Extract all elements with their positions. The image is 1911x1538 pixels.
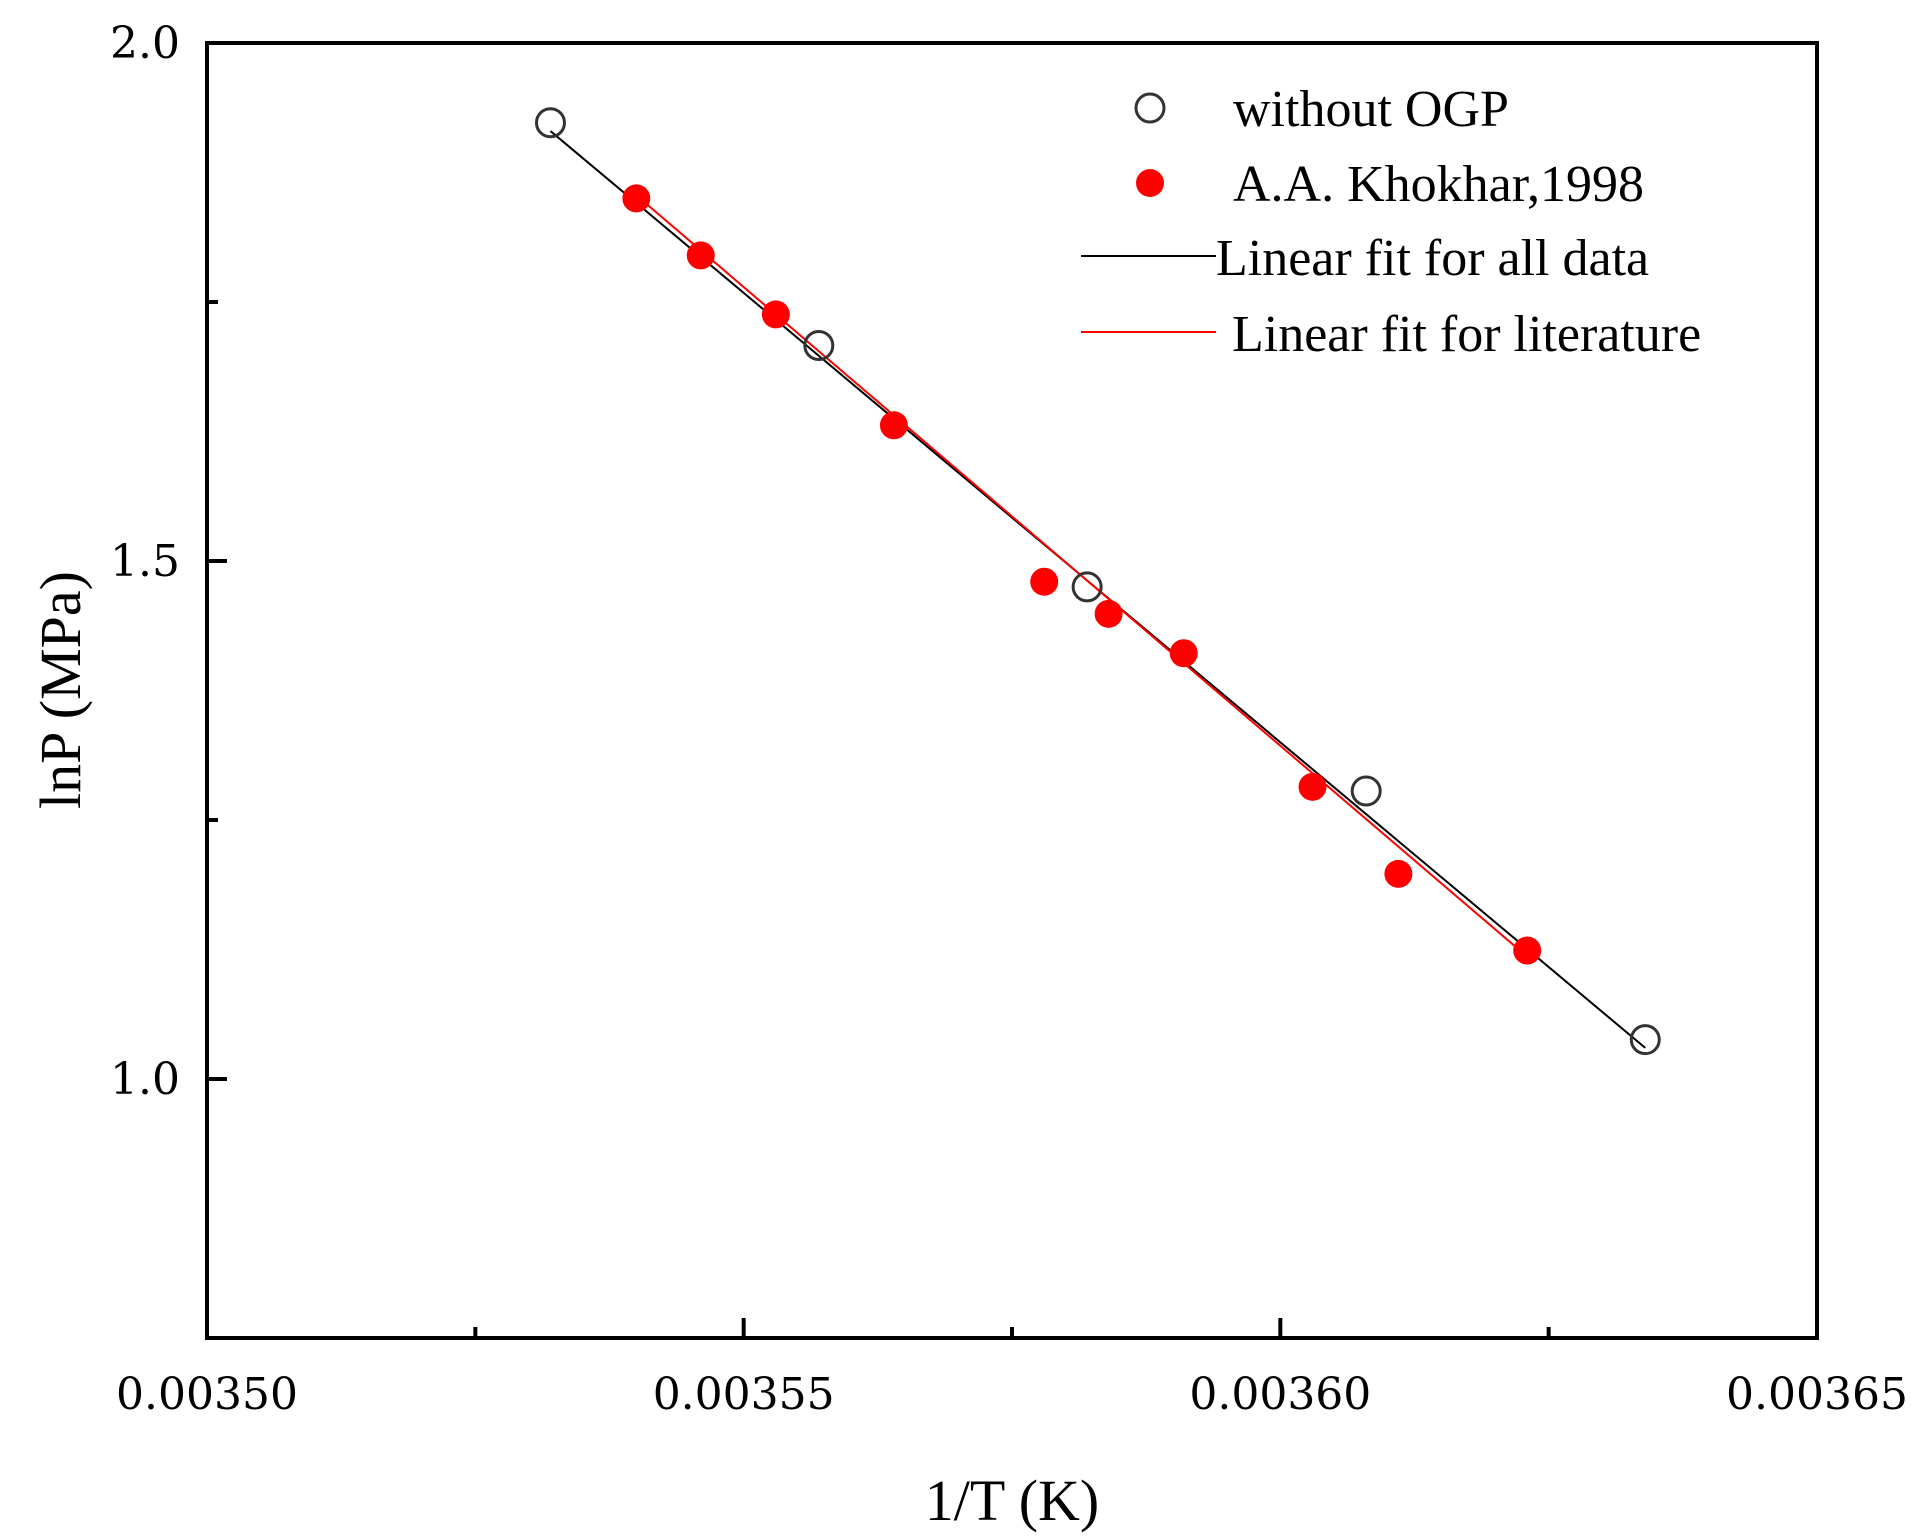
- point-khokhar-1998: [1298, 772, 1327, 801]
- y-tick-label: 1.5: [110, 536, 180, 587]
- point-without-ogp: [1071, 571, 1103, 603]
- legend-label-without-ogp: without OGP: [1233, 81, 1509, 138]
- point-khokhar-1998: [879, 411, 908, 440]
- x-axis-ticks: 0.00350 0.00355 0.00360 0.00365: [116, 1318, 1908, 1420]
- x-tick-label: 0.00350: [116, 1369, 298, 1420]
- y-axis-ticks: 1.0 1.5 2.0: [110, 18, 227, 1340]
- x-axis-title: 1/T (K): [925, 1468, 1100, 1533]
- y-tick-label: 2.0: [110, 18, 180, 69]
- legend-label-khokhar: A.A. Khokhar,1998: [1233, 156, 1644, 213]
- legend-label-literature: Linear fit for literature: [1232, 306, 1701, 363]
- data-points: [534, 107, 1661, 1056]
- y-tick-label: 1.0: [110, 1054, 180, 1105]
- legend-label-all-data: Linear fit for all data: [1216, 230, 1649, 287]
- point-khokhar-1998: [1169, 639, 1198, 668]
- y-axis-title: lnP (MPa): [28, 571, 93, 809]
- point-khokhar-1998: [1094, 599, 1123, 628]
- legend: without OGP A.A. Khokhar,1998 Linear fit…: [1081, 81, 1701, 363]
- legend-marker-khokhar: [1136, 169, 1164, 197]
- point-without-ogp: [534, 107, 566, 139]
- point-khokhar-1998: [686, 241, 715, 270]
- x-tick-label: 0.00365: [1726, 1369, 1908, 1420]
- x-tick-label: 0.00355: [653, 1369, 835, 1420]
- point-without-ogp: [803, 330, 835, 362]
- point-khokhar-1998: [622, 184, 651, 213]
- point-khokhar-1998: [1384, 859, 1413, 888]
- point-khokhar-1998: [1513, 936, 1542, 965]
- point-without-ogp: [1350, 775, 1382, 807]
- point-khokhar-1998: [761, 300, 790, 329]
- legend-marker-without-ogp: [1134, 92, 1166, 124]
- x-tick-label: 0.00360: [1189, 1369, 1371, 1420]
- point-khokhar-1998: [1030, 567, 1059, 596]
- point-without-ogp: [1629, 1024, 1661, 1056]
